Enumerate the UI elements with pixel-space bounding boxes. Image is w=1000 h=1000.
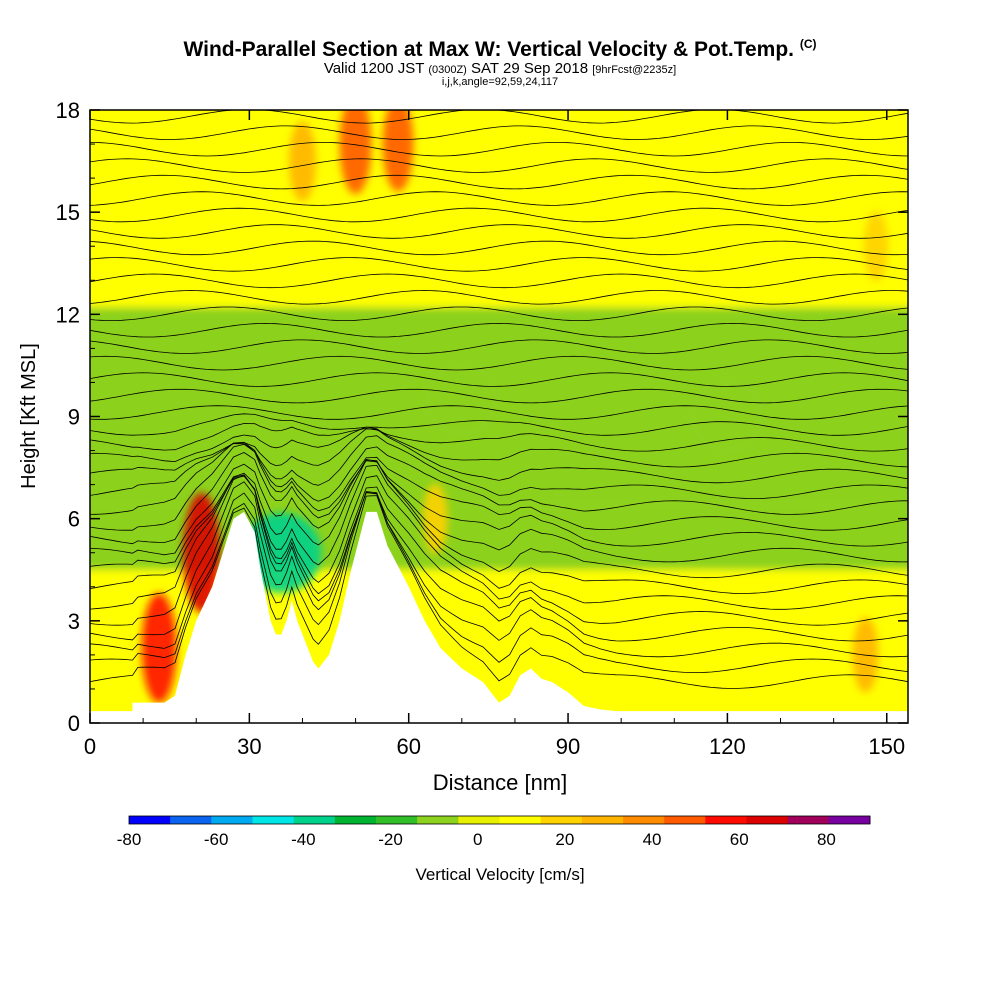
theta-contour — [90, 158, 908, 173]
colorbar-swatch — [417, 816, 459, 824]
colorbar-tick-label: -40 — [291, 830, 316, 849]
colorbar-swatch — [211, 816, 253, 824]
theta-contour — [90, 443, 908, 531]
theta-contour — [90, 459, 908, 579]
colorbar-tick-label: -80 — [117, 830, 142, 849]
theta-contour — [90, 142, 908, 157]
theta-contour — [90, 459, 908, 563]
colorbar-swatch — [787, 816, 830, 824]
y-tick-label: 3 — [68, 609, 80, 634]
colorbar-swatch — [746, 816, 789, 824]
colorbar-swatch — [129, 816, 171, 824]
colorbar-tick-label: 20 — [555, 830, 574, 849]
theta-contour — [90, 423, 908, 452]
theta-contour — [90, 405, 908, 420]
colorbar-swatch — [376, 816, 418, 824]
x-tick-label: 60 — [396, 734, 420, 759]
vertical-velocity-cell — [863, 211, 889, 282]
colorbar-frame — [128, 815, 871, 825]
x-tick-label: 150 — [868, 734, 905, 759]
theta-contour — [90, 306, 908, 322]
vertical-velocity-cell — [288, 121, 317, 202]
theta-contour — [90, 413, 908, 436]
colorbar-swatch — [334, 816, 377, 824]
y-tick-label: 18 — [56, 98, 80, 123]
colorbar-tick-label: -60 — [204, 830, 229, 849]
x-tick-label: 120 — [709, 734, 746, 759]
colorbar-label: Vertical Velocity [cm/s] — [415, 865, 584, 884]
theta-contour — [90, 224, 908, 239]
colorbar-swatch — [623, 816, 665, 824]
y-tick-label: 6 — [68, 507, 80, 532]
vertical-velocity-cell — [421, 359, 502, 440]
theta-contour — [90, 322, 908, 338]
colorbar-swatch — [540, 816, 583, 824]
theta-contour — [90, 495, 908, 689]
theta-contour — [90, 428, 908, 484]
theta-contour — [90, 474, 908, 626]
theta-contour — [90, 290, 908, 305]
x-tick-label: 30 — [237, 734, 261, 759]
theta-contour — [90, 207, 908, 223]
theta-contour — [90, 491, 908, 658]
theta-contour — [90, 257, 908, 272]
colorbar-swatch — [581, 816, 624, 824]
vertical-velocity-cell — [339, 110, 372, 195]
chart-title: Wind-Parallel Section at Max W: Vertical… — [183, 37, 817, 61]
colorbar-tick-label: -20 — [378, 830, 403, 849]
colorbar-swatch — [252, 816, 295, 824]
theta-contour — [90, 426, 908, 468]
theta-contour — [90, 491, 908, 673]
theta-contour — [90, 481, 908, 642]
colorbar-swatch — [705, 816, 747, 824]
theta-contour — [90, 435, 908, 500]
y-tick-label: 12 — [56, 302, 80, 327]
x-axis-label: Distance [nm] — [433, 770, 568, 795]
y-tick-label: 0 — [68, 711, 80, 736]
theta-contour — [90, 339, 908, 354]
colorbar-swatch — [293, 816, 336, 824]
colorbar-swatch — [828, 816, 871, 824]
y-tick-label: 9 — [68, 405, 80, 430]
theta-contour — [90, 355, 908, 371]
colorbar-tick-label: 80 — [817, 830, 836, 849]
theta-contour — [90, 388, 908, 404]
vertical-velocity-cell — [422, 483, 448, 554]
x-tick-label: 90 — [556, 734, 580, 759]
colorbar-swatch — [664, 816, 706, 824]
x-tick-label: 0 — [84, 734, 96, 759]
theta-contour — [90, 273, 908, 289]
chart-indices: i,j,k,angle=92,59,24,117 — [441, 76, 559, 88]
vertical-velocity-cell — [382, 110, 414, 192]
theta-contour — [90, 464, 908, 594]
theta-contour — [90, 191, 908, 206]
theta-contour — [90, 441, 908, 515]
colorbar-tick-label: 0 — [473, 830, 482, 849]
chart-subtitle: Valid 1200 JST (0300Z) SAT 29 Sep 2018 [… — [323, 60, 677, 77]
theta-contour — [90, 125, 908, 140]
theta-contour — [90, 372, 908, 387]
w-band — [90, 110, 908, 308]
y-tick-label: 15 — [56, 200, 80, 225]
colorbar-swatch — [499, 816, 542, 824]
colorbar-swatch — [458, 816, 500, 824]
colorbar-tick-label: 40 — [643, 830, 662, 849]
theta-contour — [90, 174, 908, 190]
terrain-mask — [90, 511, 908, 723]
y-axis-label: Height [Kft MSL] — [18, 343, 40, 489]
colorbar-tick-label: 60 — [730, 830, 749, 849]
theta-contour — [90, 240, 908, 256]
vertical-velocity-cell — [183, 492, 220, 613]
theta-contour — [90, 452, 908, 547]
colorbar-swatch — [170, 816, 212, 824]
